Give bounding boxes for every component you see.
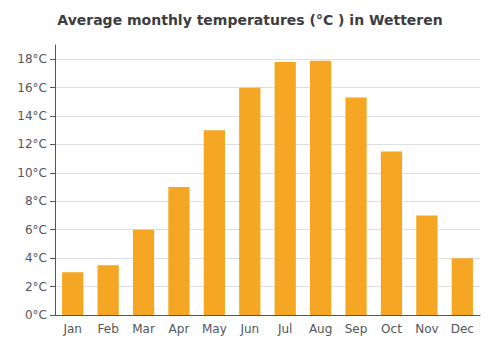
svg-text:Jul: Jul: [277, 322, 292, 336]
svg-text:Apr: Apr: [169, 322, 190, 336]
svg-text:16°C: 16°C: [17, 81, 47, 95]
svg-text:0°C: 0°C: [25, 308, 47, 322]
svg-text:10°C: 10°C: [17, 166, 47, 180]
svg-text:Aug: Aug: [309, 322, 332, 336]
svg-text:Nov: Nov: [415, 322, 438, 336]
svg-text:Mar: Mar: [132, 322, 155, 336]
svg-text:8°C: 8°C: [25, 194, 47, 208]
svg-text:Jun: Jun: [239, 322, 259, 336]
svg-text:Sep: Sep: [345, 322, 368, 336]
svg-text:12°C: 12°C: [17, 137, 47, 151]
svg-text:Feb: Feb: [98, 322, 119, 336]
svg-text:4°C: 4°C: [25, 251, 47, 265]
svg-text:2°C: 2°C: [25, 280, 47, 294]
svg-text:May: May: [202, 322, 227, 336]
svg-text:Oct: Oct: [381, 322, 402, 336]
svg-text:18°C: 18°C: [17, 52, 47, 66]
svg-text:6°C: 6°C: [25, 223, 47, 237]
svg-text:Dec: Dec: [451, 322, 474, 336]
svg-text:14°C: 14°C: [17, 109, 47, 123]
svg-text:Jan: Jan: [62, 322, 82, 336]
svg-text:Average monthly temperatures (: Average monthly temperatures (°C ) in We…: [57, 12, 442, 28]
